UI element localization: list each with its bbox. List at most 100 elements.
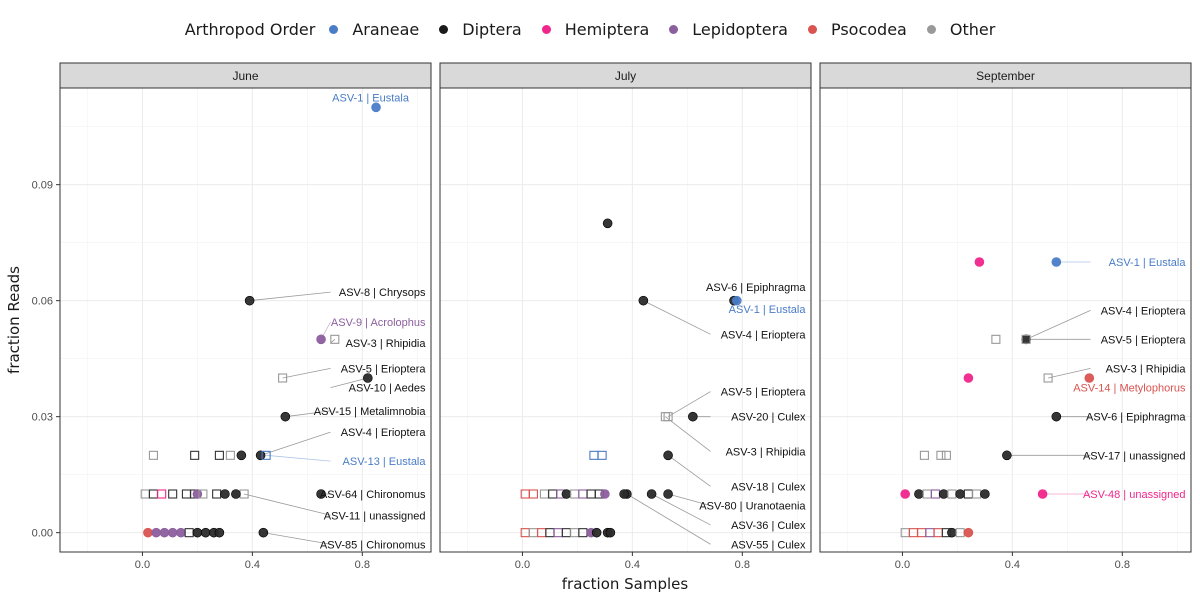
point-label: ASV-9 | Acrolophus (331, 317, 426, 329)
panel-july: July ASV-6 | Epiphragma ASV-1 | Eustala ASV… (439, 62, 812, 571)
data-point-square (991, 334, 1001, 344)
legend-item-araneae: Araneae (329, 20, 419, 39)
legend-swatch-hemiptera (541, 24, 551, 34)
data-point (143, 527, 153, 538)
facet-title: June (232, 69, 258, 83)
leader-line (643, 300, 711, 335)
data-point (236, 450, 247, 461)
data-point-square (660, 412, 670, 422)
data-point (244, 295, 255, 306)
legend: Arthropod Order Araneae Diptera Hemipter… (0, 18, 1200, 40)
legend-label-diptera: Diptera (462, 19, 522, 39)
data-point (255, 450, 266, 461)
legend-item-psocodea: Psocodea (807, 20, 907, 39)
leader-line (266, 454, 331, 462)
data-point-square (148, 450, 158, 460)
data-point-square (597, 450, 607, 460)
panel-border (439, 87, 812, 553)
legend-item-hemiptera: Hemiptera (541, 19, 650, 39)
panel-border (819, 87, 1192, 553)
data-point (591, 527, 602, 538)
point-label: ASV-1 | Eustala (729, 304, 807, 316)
data-point-square (330, 334, 340, 344)
data-point (646, 489, 657, 499)
x-axis-title: fraction Samples (562, 575, 689, 593)
point-label: ASV-3 | Rhipidia (726, 446, 807, 458)
data-point (938, 489, 949, 499)
data-point (974, 257, 985, 267)
data-point-square (198, 489, 208, 499)
point-label: ASV-1 | Eustala (332, 93, 410, 105)
data-point-square (190, 450, 200, 460)
point-label: ASV-64 | Chironomus (320, 489, 426, 501)
leader-line (249, 291, 331, 302)
leader-line (667, 391, 711, 418)
leader-line (263, 532, 331, 545)
facet-title: July (615, 69, 636, 83)
y-tick-label: 0.09 (32, 180, 53, 192)
leader-line (651, 493, 711, 526)
data-point (663, 489, 673, 499)
data-point (362, 373, 373, 383)
data-point (1037, 489, 1048, 499)
point-label: ASV-36 | Culex (731, 520, 806, 532)
legend-swatch-other (926, 24, 936, 34)
leader-line (285, 410, 331, 418)
data-point (1051, 411, 1062, 422)
data-point (176, 527, 186, 538)
data-point (955, 489, 965, 499)
point-label: ASV-10 | Aedes (349, 383, 426, 395)
point-label: ASV-11 | unassigned (324, 510, 426, 522)
leader-line (282, 367, 331, 379)
panel-june: June ASV-1 | Eustala ASV-8 | Chrysops ASV-9… (32, 62, 432, 571)
data-point-square (936, 450, 946, 460)
data-point (1002, 450, 1012, 461)
point-label: ASV-1 | Eustala (1109, 257, 1187, 269)
point-label: ASV-15 | Metalimnobia (314, 406, 427, 418)
data-point (602, 218, 613, 229)
point-label: ASV-4 | Erioptera (341, 427, 427, 439)
x-tick-label: 0.4 (1005, 559, 1020, 571)
data-point (663, 450, 673, 461)
legend-swatch-araneae (329, 24, 339, 34)
data-point (214, 527, 225, 538)
x-tick-label: 0.0 (895, 559, 910, 571)
leader-line (1025, 309, 1091, 340)
point-label: ASV-20 | Culex (731, 412, 806, 424)
legend-item-diptera: Diptera (439, 19, 522, 39)
leader-line (244, 493, 331, 516)
point-label: ASV-3 | Rhipidia (346, 338, 427, 350)
data-point-square (214, 450, 224, 460)
data-point (600, 489, 610, 499)
x-tick-label: 0.4 (245, 559, 260, 571)
leader-line (330, 377, 368, 389)
data-point-square (941, 450, 951, 460)
leader-line (667, 455, 711, 487)
data-point (980, 489, 990, 499)
data-point-square (1043, 373, 1053, 383)
data-point (963, 373, 974, 383)
data-point (192, 527, 203, 538)
point-label: ASV-3 | Rhipidia (1106, 363, 1187, 375)
legend-item-lepidoptera: Lepidoptera (669, 20, 788, 39)
point-label: ASV-4 | Erioptera (1101, 305, 1187, 317)
panel-september: September ASV-1 | Eustala ASV-4 | Eriopter… (819, 62, 1192, 571)
legend-label-hemiptera: Hemiptera (564, 19, 650, 39)
data-point (963, 527, 974, 538)
data-point (151, 527, 161, 538)
x-tick-label: 0.8 (355, 559, 370, 571)
point-label: ASV-85 | Chironomus (320, 539, 426, 551)
data-point (200, 527, 211, 538)
data-point (220, 489, 230, 499)
y-tick-label: 0.06 (32, 296, 53, 308)
data-point (619, 489, 629, 499)
data-point (638, 295, 649, 306)
data-point (258, 527, 269, 538)
facet-strip (59, 62, 432, 89)
legend-swatch-lepidoptera (669, 24, 679, 34)
point-label: ASV-5 | Erioptera (1101, 334, 1187, 346)
data-point (231, 489, 241, 499)
data-point (1021, 334, 1031, 345)
data-point-square (278, 373, 288, 383)
